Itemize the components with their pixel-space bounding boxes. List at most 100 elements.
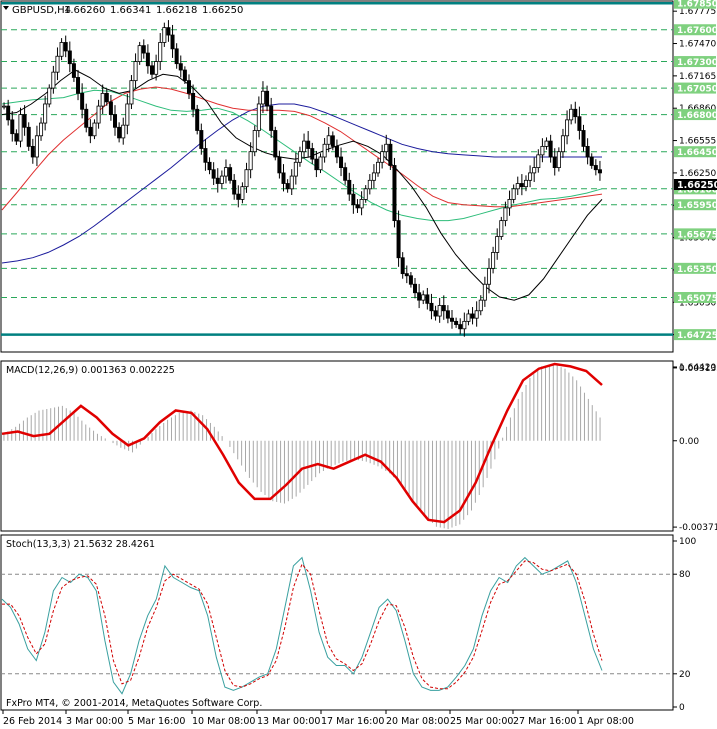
- candle-bull: [384, 143, 389, 153]
- candle-bull: [367, 179, 372, 190]
- candle-bear: [441, 305, 446, 312]
- candle-bear: [339, 156, 344, 168]
- candle-bear: [314, 158, 319, 171]
- price-tick-label: 1.67165: [679, 72, 716, 82]
- candle-bull: [556, 151, 561, 169]
- candle-bear: [433, 310, 438, 317]
- stoch-tick-label: 80: [679, 570, 691, 580]
- candle-bull: [515, 183, 520, 190]
- candle-bear: [548, 140, 553, 158]
- level-label: 1.65075: [677, 294, 717, 304]
- candle-bull: [302, 140, 307, 153]
- macd-panel-frame: [0, 360, 674, 532]
- stoch-axis: 100 80 20 0: [673, 537, 696, 713]
- candle-bear: [6, 105, 11, 121]
- time-tick-label: 3 Mar 00:00: [66, 716, 123, 727]
- candle-bull: [569, 108, 574, 121]
- candle-bull: [322, 143, 327, 158]
- level-label-box: [674, 109, 716, 121]
- candle-bull: [297, 151, 302, 163]
- candle-bear: [145, 52, 150, 67]
- candle-bull: [371, 172, 376, 181]
- candle-bear: [470, 313, 475, 319]
- candle-bear: [195, 108, 200, 131]
- candle-bull: [499, 220, 504, 237]
- macd-tick-label: 0.003133: [679, 364, 717, 374]
- candle-bear: [306, 140, 311, 149]
- time-tick-label: 27 Mar 16:00: [513, 716, 576, 727]
- symbol-arrow-icon: [3, 6, 9, 10]
- candle-bear: [351, 193, 356, 206]
- candle-bear: [228, 167, 233, 181]
- candle-bear: [449, 317, 454, 322]
- candle-bear: [84, 108, 89, 128]
- candle-bull: [289, 175, 294, 190]
- candle-bull: [256, 103, 261, 131]
- level-label: 1.66450: [677, 148, 717, 158]
- candle-bear: [552, 156, 557, 168]
- candle-bear: [76, 77, 81, 94]
- candle-bull: [34, 135, 39, 158]
- candle-bull: [154, 61, 159, 75]
- candle-bull: [248, 151, 253, 171]
- candle-bear: [417, 292, 422, 301]
- candle-bull: [421, 294, 426, 301]
- level-label: 1.65350: [677, 265, 717, 275]
- candle-bear: [186, 80, 191, 94]
- price-tick-label: 1.65030: [679, 298, 716, 308]
- time-tick-label: 20 Mar 08:00: [386, 716, 449, 727]
- candle-bear: [269, 105, 274, 131]
- candle-bull: [437, 305, 442, 317]
- stoch-panel[interactable]: 100 80 20 0 Stoch(13,3,3) 21.5632 28.4261 F…: [0, 534, 696, 713]
- moving-averages: [1, 69, 603, 301]
- candle-bear: [589, 156, 594, 166]
- copyright-text: FxPro MT4, © 2001-2014, MetaQuotes Softw…: [6, 698, 262, 709]
- candle-bear: [26, 126, 31, 147]
- macd-panel[interactable]: 0.003133 0.00 -0.003714 MACD(12,26,9) 0.00…: [0, 360, 717, 533]
- candle-bear: [108, 101, 113, 115]
- candle-bull: [478, 299, 483, 312]
- current-price-marker: 1.66250: [674, 179, 717, 191]
- time-tick-label: 26 Feb 2014: [3, 716, 62, 727]
- price-tick-label: 1.66250: [679, 169, 716, 179]
- candle-bull: [293, 161, 298, 177]
- candle-bull: [376, 161, 381, 174]
- candle-bear: [104, 92, 109, 103]
- ohlc-high: 1.66341: [110, 5, 151, 16]
- level-labels: 1.67850 1.67600 1.67300 1.67050 1.66800 1.664…: [674, 0, 717, 341]
- candle-bear: [10, 119, 15, 135]
- candle-bull: [47, 87, 52, 105]
- candle-bear: [585, 145, 590, 158]
- level-label: 1.67850: [677, 0, 717, 10]
- candle-bull: [544, 140, 549, 147]
- price-tick-label: 1.67775: [679, 7, 716, 17]
- candle-bear: [334, 145, 339, 158]
- level-label: 1.67050: [677, 85, 717, 95]
- candle-bull: [528, 172, 533, 181]
- candle-bull: [466, 313, 471, 322]
- candle-bear: [581, 130, 586, 147]
- candle-bear: [211, 169, 216, 179]
- price-panel[interactable]: 1.677751.674701.671651.668601.665551.662…: [0, 0, 717, 373]
- candle-bull: [51, 71, 56, 89]
- candle-bull: [482, 283, 487, 301]
- candle-bear: [285, 183, 290, 190]
- candle-bull: [380, 151, 385, 163]
- current-price-label: 1.66250: [677, 180, 717, 191]
- candle-bear: [392, 165, 397, 222]
- ohlc-open: 1.66260: [64, 5, 105, 16]
- candle-bear: [388, 143, 393, 166]
- candle-bull: [96, 105, 101, 124]
- level-label-box: [674, 24, 716, 36]
- candle-bull: [260, 90, 265, 105]
- price-tick-label: 1.64420: [679, 363, 716, 373]
- macd-title: MACD(12,26,9) 0.001363 0.002225: [6, 365, 175, 376]
- ma-fast-line: [1, 69, 603, 301]
- candle-bull: [363, 188, 368, 200]
- candle-bear: [113, 114, 118, 128]
- candle-bull: [244, 169, 249, 188]
- candle-bear: [236, 193, 241, 200]
- candle-bear: [577, 116, 582, 131]
- candle-bull: [129, 80, 134, 105]
